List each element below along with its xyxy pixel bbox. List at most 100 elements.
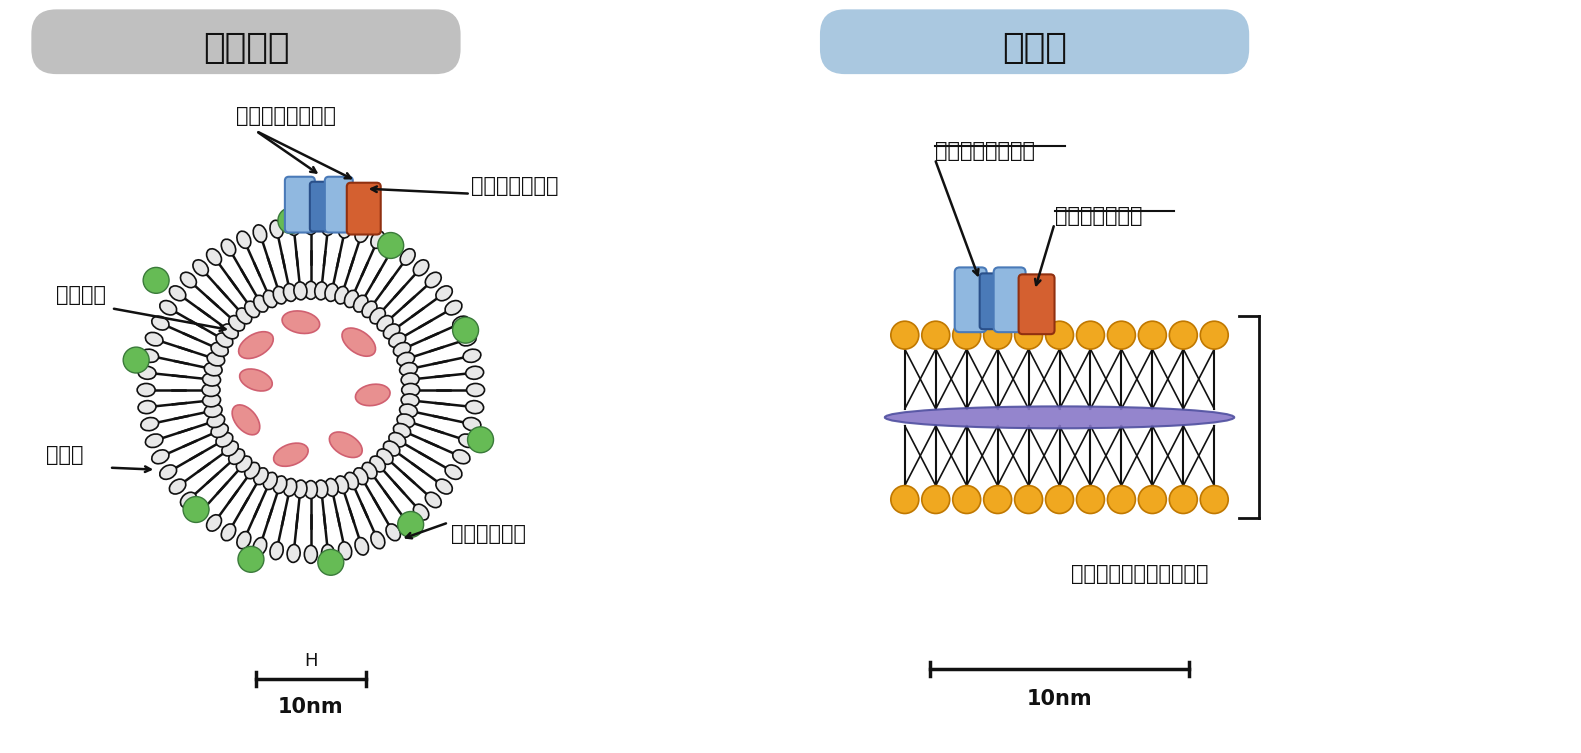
Circle shape: [398, 511, 424, 538]
Ellipse shape: [264, 472, 277, 489]
Ellipse shape: [354, 295, 368, 312]
Circle shape: [983, 322, 1012, 349]
Ellipse shape: [210, 423, 228, 437]
Circle shape: [1015, 322, 1042, 349]
Ellipse shape: [326, 284, 338, 301]
Circle shape: [1138, 322, 1167, 349]
Circle shape: [1107, 322, 1135, 349]
Ellipse shape: [240, 369, 272, 391]
Ellipse shape: [394, 423, 411, 437]
Ellipse shape: [400, 404, 417, 417]
Ellipse shape: [394, 343, 411, 356]
Ellipse shape: [338, 221, 351, 238]
Text: 補助タンパク質: 補助タンパク質: [1055, 206, 1141, 226]
Ellipse shape: [305, 282, 318, 299]
Ellipse shape: [236, 308, 251, 324]
Ellipse shape: [446, 300, 462, 315]
Circle shape: [1045, 322, 1073, 349]
Ellipse shape: [463, 417, 481, 431]
Circle shape: [953, 322, 980, 349]
FancyBboxPatch shape: [324, 177, 353, 233]
Ellipse shape: [372, 231, 384, 248]
FancyBboxPatch shape: [285, 177, 315, 233]
Circle shape: [1170, 486, 1197, 514]
Ellipse shape: [402, 373, 419, 386]
Ellipse shape: [138, 383, 155, 396]
Ellipse shape: [288, 218, 300, 236]
Ellipse shape: [354, 468, 368, 485]
Ellipse shape: [400, 248, 416, 265]
Ellipse shape: [202, 373, 220, 386]
Ellipse shape: [264, 291, 277, 307]
Text: 天然ゴム: 天然ゴム: [57, 285, 106, 305]
Ellipse shape: [458, 434, 476, 447]
Text: H: H: [304, 652, 318, 670]
Ellipse shape: [204, 404, 221, 417]
Text: 天然ゴム合成酵素: 天然ゴム合成酵素: [934, 141, 1034, 161]
Ellipse shape: [138, 366, 157, 380]
Ellipse shape: [305, 545, 318, 563]
Circle shape: [953, 486, 980, 514]
Ellipse shape: [160, 465, 177, 480]
Ellipse shape: [338, 542, 351, 559]
Ellipse shape: [207, 248, 221, 265]
Ellipse shape: [400, 515, 416, 531]
Ellipse shape: [281, 311, 319, 334]
Ellipse shape: [138, 401, 157, 413]
Ellipse shape: [288, 544, 300, 562]
Ellipse shape: [370, 456, 386, 472]
Circle shape: [1045, 486, 1073, 514]
Ellipse shape: [274, 476, 286, 493]
Ellipse shape: [270, 542, 283, 559]
Ellipse shape: [152, 450, 169, 464]
Ellipse shape: [345, 291, 359, 307]
Ellipse shape: [305, 217, 318, 234]
Ellipse shape: [466, 401, 484, 413]
Ellipse shape: [397, 414, 414, 428]
Ellipse shape: [221, 441, 239, 456]
Ellipse shape: [389, 432, 406, 447]
Circle shape: [1200, 322, 1228, 349]
Ellipse shape: [217, 333, 232, 347]
Ellipse shape: [232, 405, 259, 434]
Ellipse shape: [386, 524, 400, 541]
Circle shape: [183, 496, 209, 523]
Ellipse shape: [436, 479, 452, 494]
Ellipse shape: [141, 349, 158, 362]
FancyBboxPatch shape: [980, 273, 999, 329]
Ellipse shape: [376, 449, 394, 465]
Ellipse shape: [362, 301, 376, 318]
Ellipse shape: [413, 505, 428, 520]
Ellipse shape: [221, 524, 236, 541]
Ellipse shape: [270, 221, 283, 238]
Circle shape: [452, 317, 479, 343]
Ellipse shape: [463, 349, 481, 362]
Circle shape: [1200, 486, 1228, 514]
Ellipse shape: [145, 434, 163, 447]
Ellipse shape: [169, 286, 187, 300]
Ellipse shape: [345, 472, 359, 489]
Text: 不純物: 不純物: [46, 445, 84, 465]
Ellipse shape: [180, 492, 196, 508]
Ellipse shape: [356, 225, 368, 242]
Ellipse shape: [239, 332, 274, 358]
Ellipse shape: [152, 316, 169, 330]
FancyBboxPatch shape: [346, 183, 381, 234]
Ellipse shape: [376, 316, 394, 331]
Ellipse shape: [202, 394, 220, 407]
Ellipse shape: [245, 301, 259, 318]
Ellipse shape: [315, 282, 327, 300]
Ellipse shape: [207, 414, 225, 428]
FancyBboxPatch shape: [821, 9, 1249, 74]
Circle shape: [890, 322, 919, 349]
Ellipse shape: [253, 468, 269, 485]
Ellipse shape: [458, 332, 476, 346]
Ellipse shape: [229, 316, 245, 331]
Ellipse shape: [402, 394, 419, 407]
Ellipse shape: [335, 286, 348, 304]
Ellipse shape: [237, 231, 251, 248]
Text: 10nm: 10nm: [278, 697, 343, 717]
Ellipse shape: [466, 366, 484, 380]
Ellipse shape: [436, 286, 452, 300]
Ellipse shape: [400, 363, 417, 376]
